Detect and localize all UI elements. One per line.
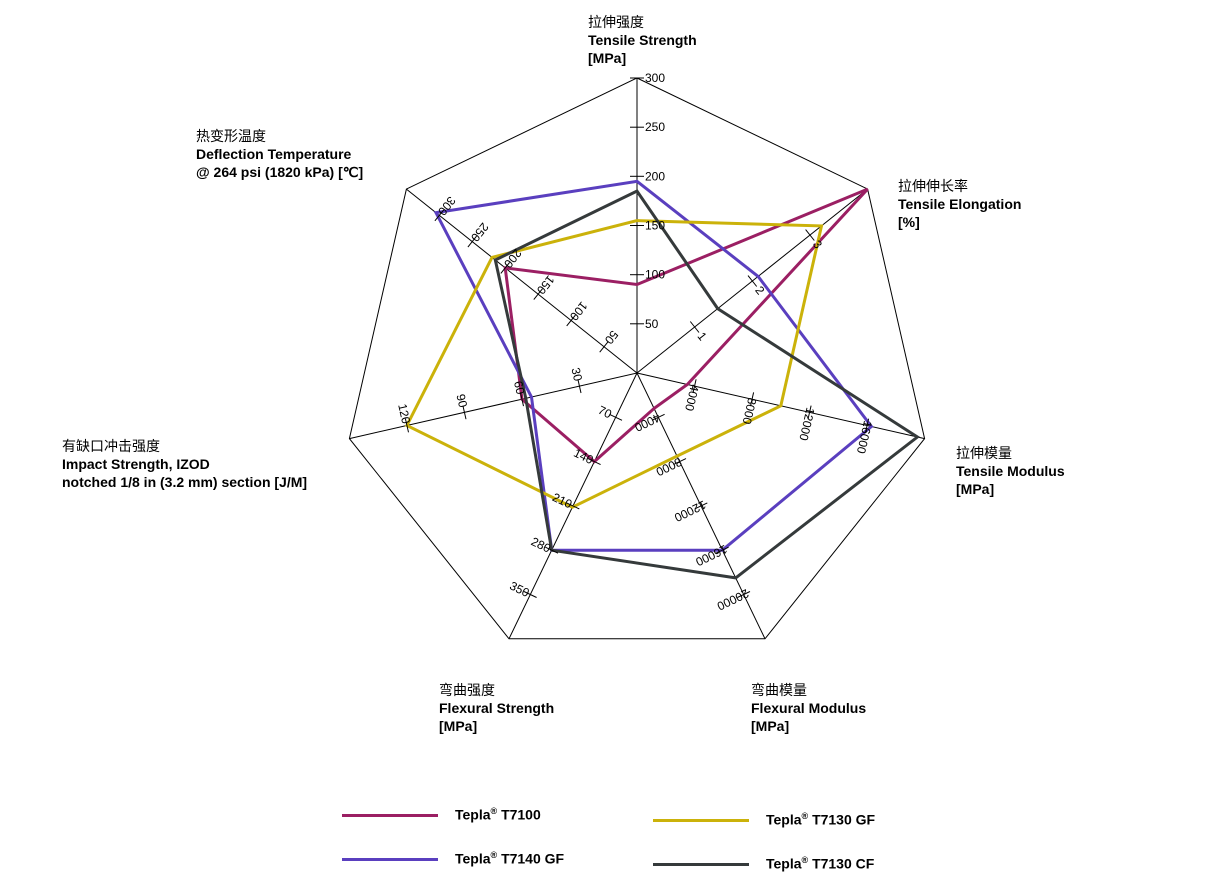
tick-mark: [609, 413, 623, 421]
axis-title-flexural-strength: 弯曲强度 Flexural Strength [MPa]: [439, 682, 555, 734]
legend-swatch: [653, 863, 749, 866]
tick-label: 200: [645, 169, 665, 183]
tick-label: 70: [596, 403, 614, 422]
tick-label: 90: [453, 393, 470, 409]
tick-mark: [737, 591, 751, 598]
tick-label: 50: [645, 317, 659, 331]
tick-label: 50: [602, 328, 621, 347]
tick-mark: [599, 340, 609, 353]
tick-label: 12000: [796, 406, 817, 442]
tick-mark: [807, 405, 812, 420]
axis-spoke-impact_strength: [349, 372, 638, 440]
tick-mark: [715, 546, 729, 554]
tick-mark: [462, 405, 467, 420]
legend-swatch: [653, 819, 749, 822]
tick-label: 210: [550, 490, 574, 511]
tick-label: 1: [695, 329, 710, 343]
tick-mark: [747, 275, 758, 287]
series-t7130-cf: [493, 189, 920, 580]
tick-mark: [805, 229, 815, 241]
tick-mark: [467, 235, 477, 248]
axis-title-flexural-modulus: 弯曲模量 Flexural Modulus [MPa]: [751, 682, 867, 734]
tick-label: 150: [645, 219, 665, 233]
tick-mark: [587, 458, 601, 466]
tick-label: 140: [571, 446, 595, 467]
tick-label: 300: [645, 71, 665, 85]
legend-label: Tepla® T7140 GF: [455, 850, 565, 867]
tick-mark: [533, 288, 543, 300]
tick-label: 100: [645, 268, 665, 282]
series-t7100: [503, 187, 869, 464]
tick-label: 350: [507, 579, 531, 600]
tick-label: 20000: [715, 586, 751, 613]
tick-mark: [694, 502, 708, 510]
axis-title-tensile-elongation: 拉伸伸长率 Tensile Elongation [%]: [898, 178, 1022, 230]
tick-label: 60: [511, 380, 528, 396]
axis-title-tensile-strength: 拉伸强度 Tensile Strength [MPa]: [588, 14, 697, 66]
tick-mark: [404, 418, 409, 433]
tick-mark: [651, 413, 665, 421]
tick-mark: [750, 392, 755, 407]
tick-mark: [865, 418, 870, 433]
legend-swatch: [342, 858, 438, 861]
tick-label: 250: [645, 120, 665, 134]
tick-label: 16000: [693, 542, 729, 569]
tick-label: 4000: [682, 383, 702, 412]
tick-mark: [566, 314, 576, 327]
tick-mark: [519, 392, 524, 407]
tick-mark: [500, 262, 510, 274]
tick-mark: [673, 458, 687, 466]
axis-title-deflection-temperature: 热变形温度 Deflection Temperature @ 264 psi (…: [196, 128, 364, 180]
tick-label: 2: [752, 283, 767, 297]
axis-spoke-deflection_temperature: [406, 188, 638, 374]
series-t7130-gf: [404, 219, 824, 509]
tick-label: 30: [568, 366, 585, 382]
tick-mark: [692, 379, 697, 394]
tick-mark: [577, 379, 582, 394]
tick-mark: [545, 546, 559, 554]
series-group: [404, 179, 920, 580]
tick-mark: [434, 209, 445, 222]
radar-grid: [348, 77, 926, 640]
tick-label: 12000: [672, 498, 708, 525]
radar-outline: [348, 77, 926, 640]
tick-label: 8000: [740, 396, 760, 425]
series-t7140-gf: [433, 179, 874, 552]
axis-title-impact-strength: 有缺口冲击强度 Impact Strength, IZOD notched 1/…: [62, 438, 308, 490]
tick-mark: [566, 502, 580, 510]
legend-label: Tepla® T7130 CF: [766, 855, 875, 872]
legend-swatch: [342, 814, 438, 817]
axis-title-tensile-modulus: 拉伸模量 Tensile Modulus [MPa]: [956, 445, 1065, 497]
tick-label: 8000: [654, 455, 684, 479]
legend-label: Tepla® T7100: [455, 806, 541, 823]
legend-label: Tepla® T7130 GF: [766, 811, 876, 828]
tick-mark: [523, 591, 537, 598]
tick-label: 120: [395, 402, 413, 425]
tick-mark: [689, 321, 700, 333]
